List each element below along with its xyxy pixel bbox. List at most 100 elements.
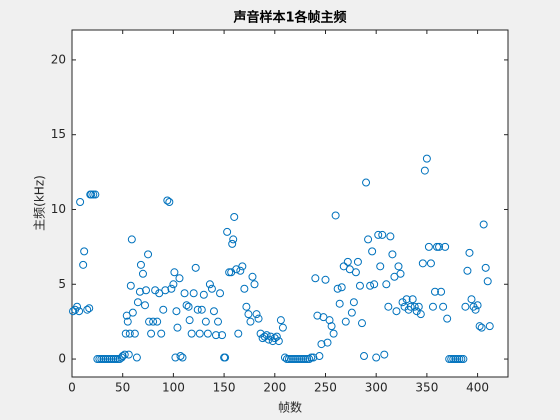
point	[349, 298, 358, 307]
point	[406, 302, 415, 311]
chart-title: 声音样本1各帧主频	[232, 10, 346, 26]
point	[125, 329, 134, 338]
point	[386, 232, 395, 241]
point	[343, 257, 352, 266]
point	[205, 280, 214, 289]
point	[424, 242, 433, 251]
point	[128, 308, 137, 317]
point	[201, 317, 210, 326]
point	[85, 304, 94, 313]
point	[418, 259, 427, 268]
point	[218, 331, 227, 340]
point	[274, 337, 283, 346]
y-tick-label: 15	[51, 127, 66, 141]
point	[301, 355, 310, 364]
point	[309, 353, 318, 362]
point	[295, 355, 304, 364]
point	[280, 353, 289, 362]
point	[111, 355, 120, 364]
point	[299, 355, 308, 364]
point	[473, 301, 482, 310]
point	[303, 355, 312, 364]
point	[433, 242, 442, 251]
point	[485, 322, 494, 331]
point	[165, 198, 174, 207]
point	[370, 280, 379, 289]
x-tick-label: 150	[213, 381, 236, 395]
x-tick-label: 50	[115, 381, 130, 395]
point	[380, 350, 389, 359]
point	[180, 289, 189, 298]
point	[293, 355, 302, 364]
point	[364, 235, 373, 244]
x-tick-label: 200	[263, 381, 286, 395]
point	[313, 311, 322, 320]
point	[335, 299, 344, 308]
point	[185, 316, 194, 325]
point	[481, 263, 490, 272]
point	[121, 329, 130, 338]
point	[317, 340, 326, 349]
point	[372, 353, 381, 362]
point	[176, 352, 185, 361]
point	[93, 355, 102, 364]
point	[169, 280, 178, 289]
point	[149, 317, 158, 326]
point	[144, 250, 153, 259]
y-tick-label: 20	[51, 52, 66, 66]
point	[384, 302, 393, 311]
point	[118, 352, 127, 361]
point	[347, 308, 356, 317]
point	[459, 355, 468, 364]
point	[457, 355, 466, 364]
point	[428, 302, 437, 311]
point	[127, 235, 136, 244]
point	[451, 355, 460, 364]
point	[161, 286, 170, 295]
point	[394, 262, 403, 271]
point	[123, 317, 132, 326]
point	[99, 355, 108, 364]
point	[254, 314, 263, 323]
point	[392, 307, 401, 316]
point	[284, 355, 293, 364]
point	[262, 331, 271, 340]
y-tick-label: 0	[58, 352, 66, 366]
point	[195, 329, 204, 338]
point	[366, 281, 375, 290]
y-tick-label: 5	[58, 277, 66, 291]
point	[136, 260, 145, 269]
point	[69, 307, 78, 316]
point	[109, 355, 118, 364]
point	[79, 260, 88, 269]
point	[305, 355, 314, 364]
point	[443, 314, 452, 323]
x-tick-label: 300	[365, 381, 388, 395]
point	[75, 307, 84, 316]
point	[145, 317, 154, 326]
point	[234, 329, 243, 338]
point	[307, 353, 316, 362]
point	[184, 302, 193, 311]
point	[463, 266, 472, 275]
point	[422, 154, 431, 163]
point	[89, 190, 98, 199]
point	[73, 302, 82, 311]
point	[388, 250, 397, 259]
point	[455, 355, 464, 364]
point	[426, 259, 435, 268]
point	[120, 350, 129, 359]
point	[467, 295, 476, 304]
point	[172, 307, 181, 316]
point	[103, 355, 112, 364]
point	[449, 355, 458, 364]
point	[76, 198, 85, 207]
point	[437, 287, 446, 296]
point	[242, 302, 251, 311]
point	[323, 338, 332, 347]
y-axis-label: 主频(kHz)	[33, 175, 47, 231]
point	[163, 196, 172, 205]
point	[396, 269, 405, 278]
point	[101, 355, 110, 364]
point	[133, 298, 142, 307]
